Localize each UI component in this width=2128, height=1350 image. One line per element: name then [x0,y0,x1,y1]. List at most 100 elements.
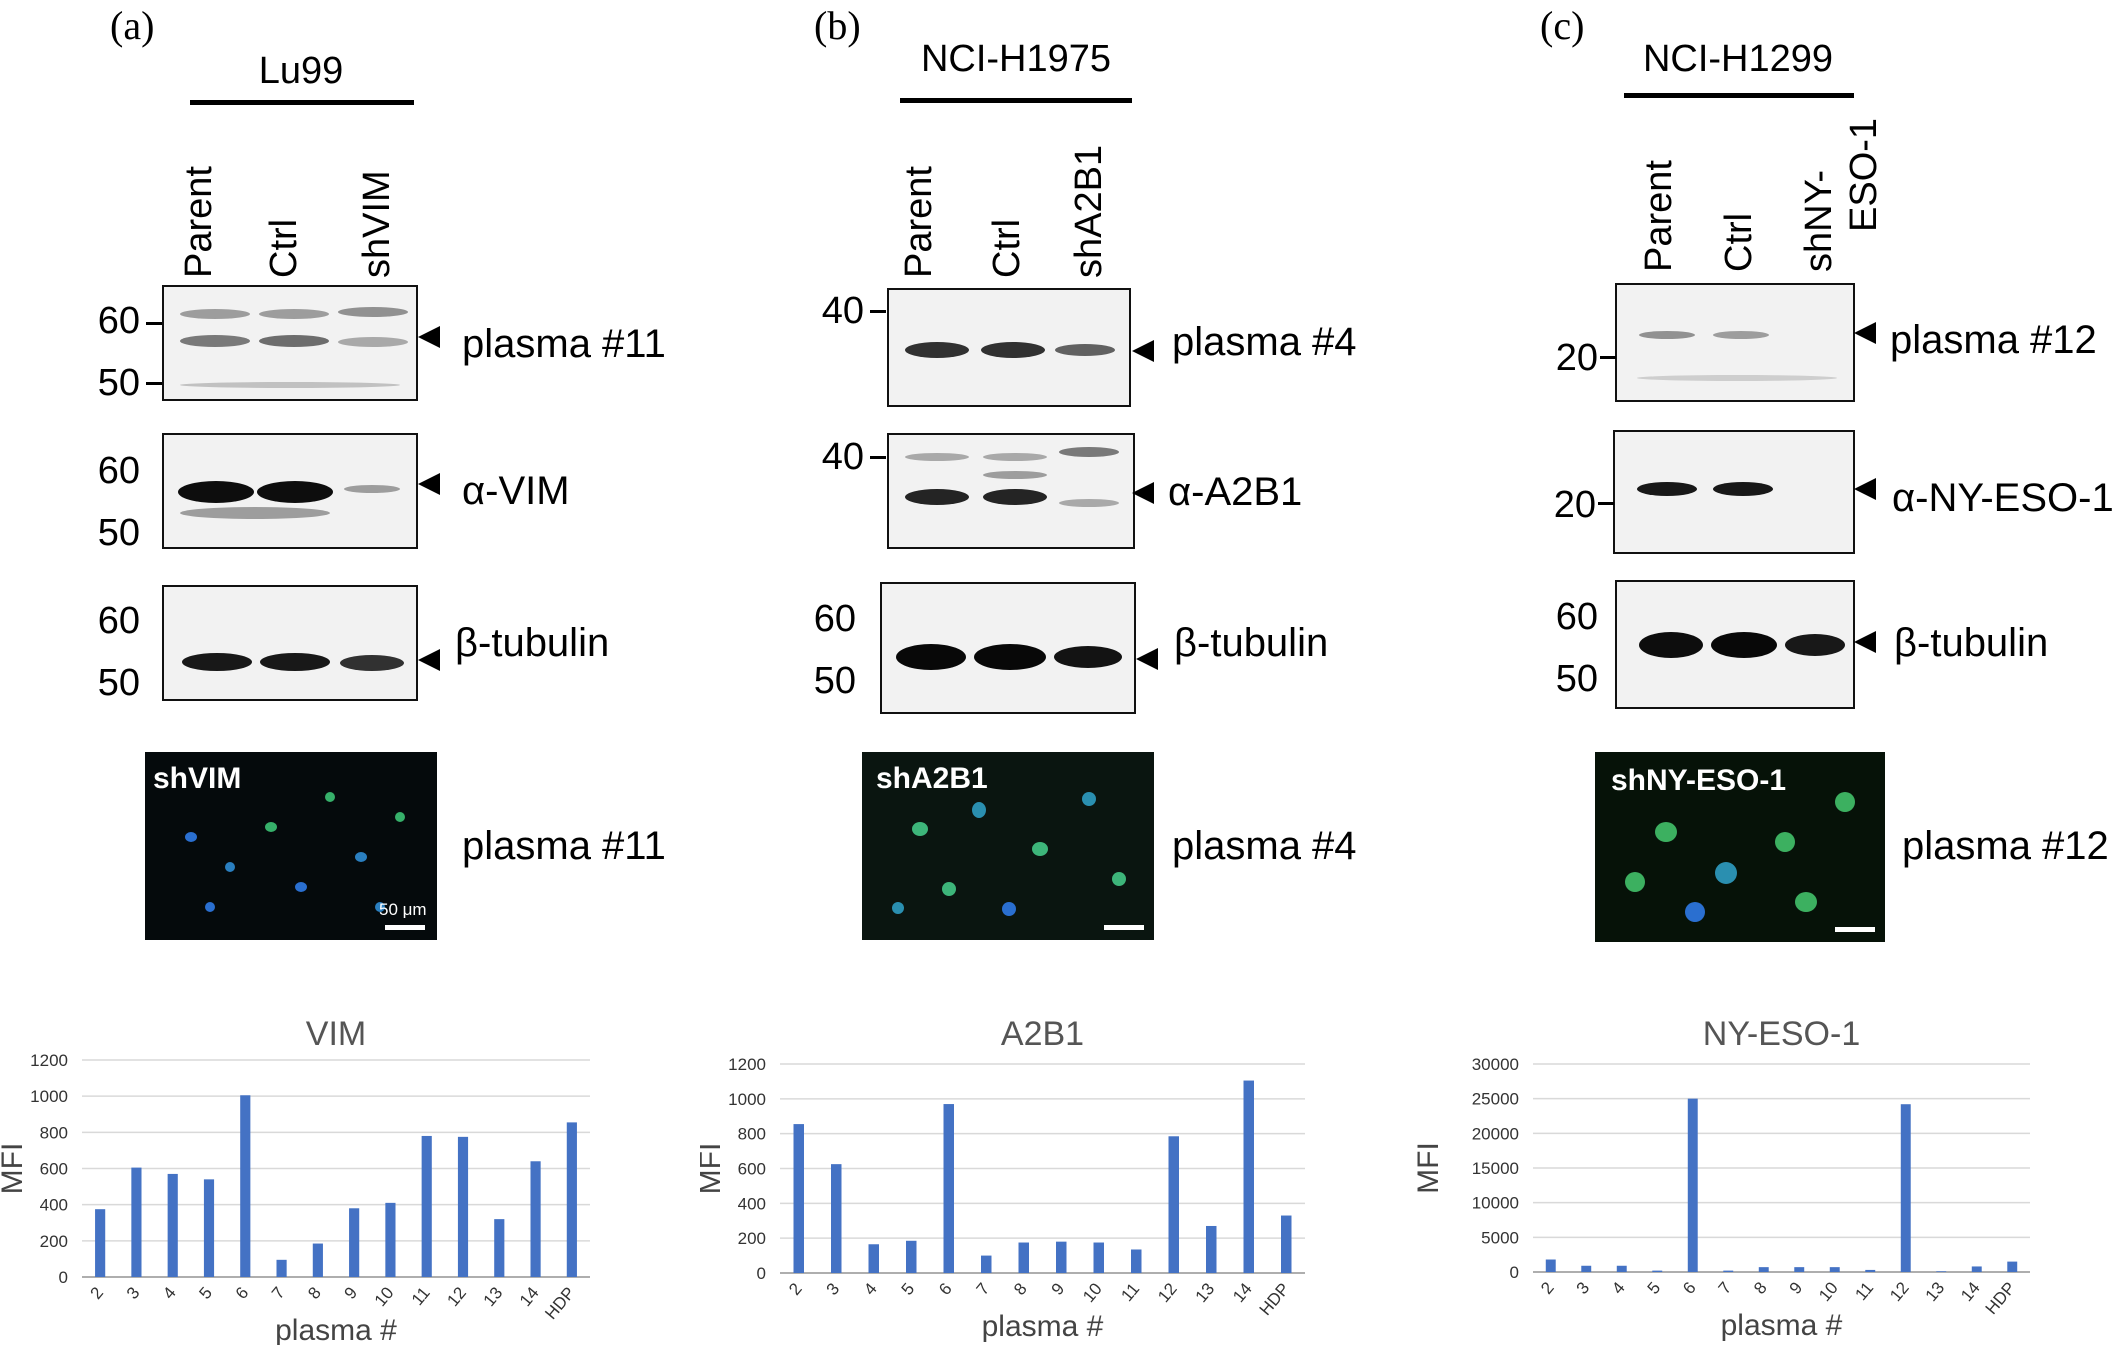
arrowhead-icon [418,473,440,495]
x-tick-label: 10 [1815,1278,1842,1305]
x-tick-label: 2 [785,1279,806,1298]
panel-letter: (c) [1540,3,1585,48]
bar [1131,1249,1142,1273]
lane-label: Ctrl [1718,212,1760,272]
bar [1545,1259,1556,1272]
blot-label: α-VIM [462,469,570,513]
western-blot [1615,283,1855,402]
lane-label: Parent [1638,160,1680,272]
bar [276,1259,287,1277]
y-tick-label: 0 [1510,1263,1519,1282]
lane-label: Ctrl [263,218,305,278]
chart-title: A2B1 [1001,1015,1084,1053]
bar [1616,1265,1627,1272]
western-blot [880,582,1136,714]
y-tick-label: 1000 [30,1087,68,1106]
bar [530,1161,541,1277]
western-blot [162,285,418,401]
scale-bar [1104,925,1144,930]
bar [131,1167,142,1277]
x-tick-label: 5 [898,1279,919,1298]
y-tick-label: 800 [40,1123,68,1142]
cell-line-title: Lu99 [258,50,344,92]
x-tick-label: HDP [1982,1278,2020,1318]
mw-marker: 60 [813,598,856,640]
western-blot [1615,580,1855,709]
x-tick-label: 2 [1537,1278,1558,1297]
blot-label: β-tubulin [1174,621,1329,665]
cell-line-bar [1624,93,1854,98]
bar [1865,1269,1876,1272]
cell-line-bar [900,98,1132,103]
x-tick-label: 8 [1750,1278,1771,1297]
arrowhead-icon [1136,648,1158,670]
y-tick-label: 400 [40,1196,68,1215]
western-blot [1613,430,1855,554]
y-tick-label: 600 [40,1160,68,1179]
chart-title: VIM [306,1015,366,1053]
mw-marker: 50 [97,512,140,554]
lane-label: shA2B1 [1068,144,1110,278]
y-tick-label: 1200 [30,1051,68,1070]
arrowhead-icon [418,649,440,671]
fluorescence-micrograph: shNY-ESO-1 [1595,752,1885,942]
western-blot [162,433,418,549]
bar [1168,1136,1179,1273]
micrograph-label: shNY-ESO-1 [1611,764,1787,797]
y-tick-label: 600 [738,1160,766,1179]
mw-tick [146,382,162,385]
x-tick-label: 3 [1573,1278,1594,1297]
y-tick-label: 1000 [728,1090,766,1109]
x-tick-label: 11 [408,1283,434,1309]
y-tick-label: 800 [738,1125,766,1144]
y-axis-label: MFI [1415,1142,1445,1194]
bar [868,1244,879,1273]
cell-line-title: NCI-H1975 [920,38,1112,80]
bar [566,1122,577,1277]
x-tick-label: 7 [1715,1278,1736,1297]
fluorescence-micrograph: shVIM 50 μm [145,752,437,940]
x-tick-label: 13 [480,1283,507,1310]
bar-chart-a2b1: A2B1 0 200 400 600 800 1000 1200 2 3 4 5 6 7 8 9 10 11 12 1… [700,1015,1305,1343]
mw-tick [1600,356,1616,359]
arrowhead-icon [1854,631,1876,653]
bar [494,1219,505,1277]
bar [1056,1241,1067,1273]
arrowhead-icon [1132,482,1154,504]
arrowhead-icon [1854,322,1876,344]
x-tick-label: 4 [159,1283,180,1302]
mw-marker: 60 [1555,596,1598,638]
x-tick-label: 6 [232,1283,253,1302]
bar [1581,1265,1592,1272]
bar [203,1179,215,1277]
bar [1723,1270,1734,1272]
cell-line-bar [190,100,414,105]
bar [421,1135,432,1277]
bar [2007,1261,2018,1272]
x-tick-label: 9 [341,1283,362,1302]
bar [831,1164,842,1273]
x-tick-label: 14 [1957,1278,1984,1305]
x-tick-label: 13 [1922,1278,1949,1305]
bar [167,1173,178,1277]
panel-letter: (a) [110,3,155,48]
x-tick-label: 7 [973,1279,994,1298]
mw-marker: 60 [97,600,140,642]
bar [1281,1215,1292,1273]
x-tick-label: 10 [1079,1279,1106,1306]
bar [1093,1242,1104,1273]
y-axis-label: MFI [0,1143,29,1195]
y-tick-label: 200 [738,1229,766,1248]
bar [1652,1270,1663,1272]
mw-marker: 60 [97,300,140,342]
lane-label: ESO-1 [1843,117,1885,232]
bar [1900,1104,1911,1272]
x-tick-label: 6 [935,1279,956,1298]
bar [1687,1098,1698,1272]
bar [1018,1242,1029,1273]
x-tick-label: 14 [1229,1279,1256,1306]
arrowhead-icon [1854,478,1876,500]
blot-label: plasma #4 [1172,320,1357,364]
y-axis-label: MFI [700,1143,727,1195]
scale-bar [385,925,425,930]
